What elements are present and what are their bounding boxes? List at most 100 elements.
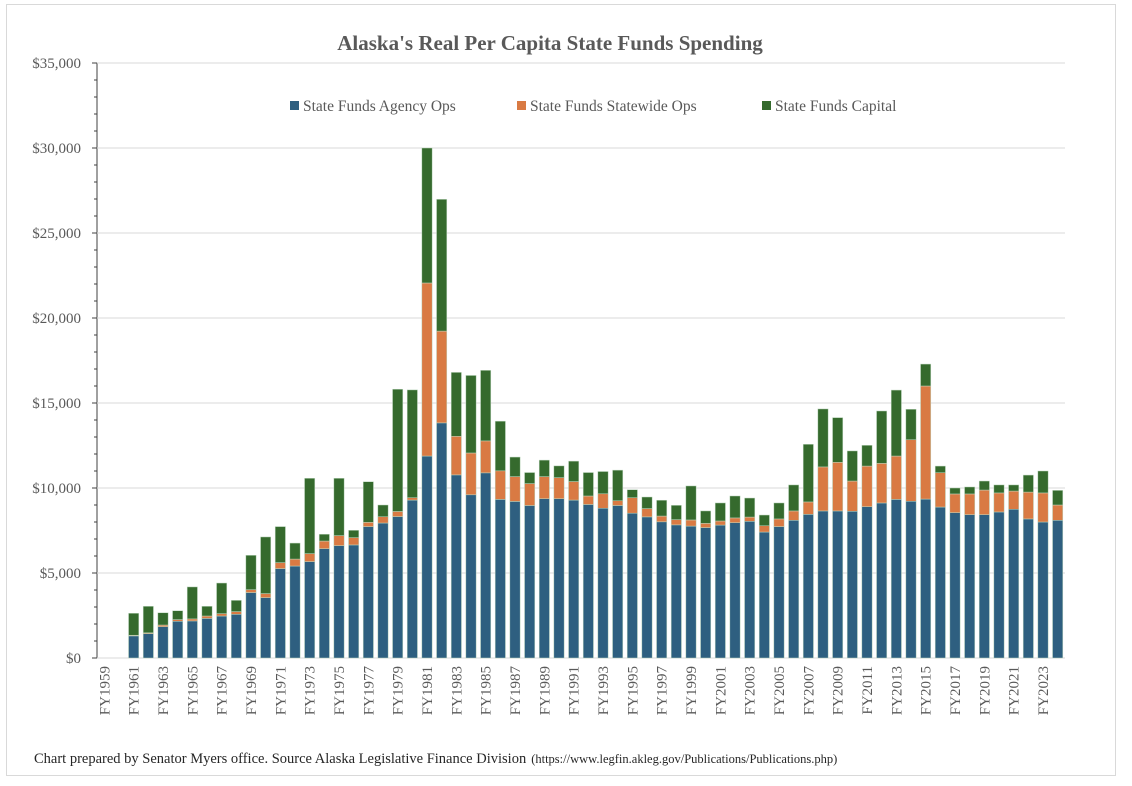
bar-segment xyxy=(421,455,433,659)
bar-segment xyxy=(260,597,272,659)
bar-segment xyxy=(744,497,756,518)
x-tick-label: FY1993 xyxy=(596,666,612,715)
bar-segment xyxy=(333,545,345,659)
y-tick-label: $20,000 xyxy=(32,311,81,327)
x-tick-label: FY2021 xyxy=(1007,666,1023,715)
bar-segment xyxy=(245,592,257,659)
x-tick-label: FY2009 xyxy=(831,666,847,715)
bar-segment xyxy=(670,505,682,520)
y-axis-ticks: $0 $5,000 $10,000 $15,000 $20,000 $25,000 $30,… xyxy=(32,56,81,667)
bar-segment xyxy=(318,540,330,549)
y-tick-label: $25,000 xyxy=(32,226,81,242)
bar-segment xyxy=(553,498,565,659)
bar-segment xyxy=(685,525,697,659)
bar-segment xyxy=(142,606,154,634)
x-tick-label: FY2015 xyxy=(919,666,935,715)
x-tick-label: FY1989 xyxy=(537,666,553,715)
bar-segment xyxy=(436,422,448,659)
bar-segment xyxy=(392,388,404,512)
bar-segment xyxy=(348,544,360,659)
bar-segment xyxy=(978,489,990,515)
bar-segment xyxy=(436,330,448,424)
bar-segment xyxy=(964,514,976,659)
bar-segment xyxy=(934,465,946,473)
bar-segment xyxy=(993,484,1005,494)
bar-segment xyxy=(304,561,316,659)
x-tick-label: FY2005 xyxy=(772,666,788,715)
bar-segment xyxy=(1022,518,1034,659)
x-tick-label: FY1981 xyxy=(420,666,436,715)
x-tick-label: FY1959 xyxy=(97,666,113,715)
bar-segment xyxy=(1052,490,1064,506)
bar-segment xyxy=(421,282,433,457)
x-tick-label: FY1987 xyxy=(508,666,524,716)
bar-segment xyxy=(817,510,829,659)
bar-segment xyxy=(201,615,213,619)
x-tick-label: FY1969 xyxy=(244,666,260,715)
bar-segment xyxy=(274,568,286,659)
bar-segment xyxy=(318,533,330,542)
bar-segment xyxy=(1022,474,1034,493)
bar-segment xyxy=(406,389,418,498)
bar-segment xyxy=(142,633,154,659)
bar-segment xyxy=(260,593,272,598)
bar-segment xyxy=(832,510,844,659)
bar-segment xyxy=(729,522,741,659)
x-tick-label: FY2003 xyxy=(743,666,759,715)
bar-segment xyxy=(128,613,140,636)
bar-segment xyxy=(553,465,565,478)
x-tick-label: FY1971 xyxy=(273,666,289,715)
bar-segment xyxy=(362,481,374,523)
bar-segment xyxy=(641,508,653,518)
x-tick-label: FY1967 xyxy=(215,666,231,716)
bar-segment xyxy=(890,389,902,457)
bar-segment xyxy=(1052,520,1064,659)
legend-label: State Funds Agency Ops xyxy=(303,98,456,115)
bar-segment xyxy=(846,511,858,659)
bar-segment xyxy=(978,514,990,659)
x-tick-label: FY1973 xyxy=(303,666,319,715)
bar-segment xyxy=(905,409,917,440)
bar-segment xyxy=(1037,492,1049,523)
bar-segment xyxy=(773,518,785,527)
bar-segment xyxy=(876,502,888,659)
bar-segment xyxy=(612,505,624,659)
bar-segment xyxy=(1008,490,1020,510)
bar-segment xyxy=(465,375,477,454)
bar-segment xyxy=(289,558,301,567)
bar-segment xyxy=(890,455,902,500)
bar-segment xyxy=(333,535,345,546)
bar-segment xyxy=(494,420,506,472)
bar-segment xyxy=(377,522,389,659)
bar-segment xyxy=(538,498,550,659)
bar-segment xyxy=(450,436,462,476)
bar-segment xyxy=(626,489,638,498)
bar-segment xyxy=(832,462,844,512)
legend: State Funds Agency Ops State Funds Statew… xyxy=(290,98,896,115)
x-tick-label: FY1979 xyxy=(391,666,407,715)
bar-segment xyxy=(744,516,756,522)
bar-segment xyxy=(612,500,624,506)
x-tick-label: FY1997 xyxy=(655,666,671,716)
bar-segment xyxy=(304,553,316,562)
bar-segment xyxy=(700,523,712,528)
bar-segment xyxy=(582,495,594,505)
bar-segment xyxy=(964,486,976,495)
bar-segment xyxy=(230,600,242,612)
bar-segment xyxy=(186,586,198,620)
bar-segment xyxy=(524,483,536,506)
bar-segment xyxy=(949,487,961,495)
bar-segment xyxy=(905,439,917,502)
bar-segment xyxy=(1008,484,1020,492)
y-tick-label: $35,000 xyxy=(32,56,81,72)
bar-segment xyxy=(656,515,668,523)
bar-segment xyxy=(685,519,697,527)
bar-segment xyxy=(700,510,712,524)
bar-segment xyxy=(582,472,594,497)
bar-segment xyxy=(260,536,272,594)
x-tick-label: FY1991 xyxy=(567,666,583,715)
y-tick-label: $30,000 xyxy=(32,141,81,157)
bar-segment xyxy=(362,526,374,659)
bar-segment xyxy=(714,524,726,659)
